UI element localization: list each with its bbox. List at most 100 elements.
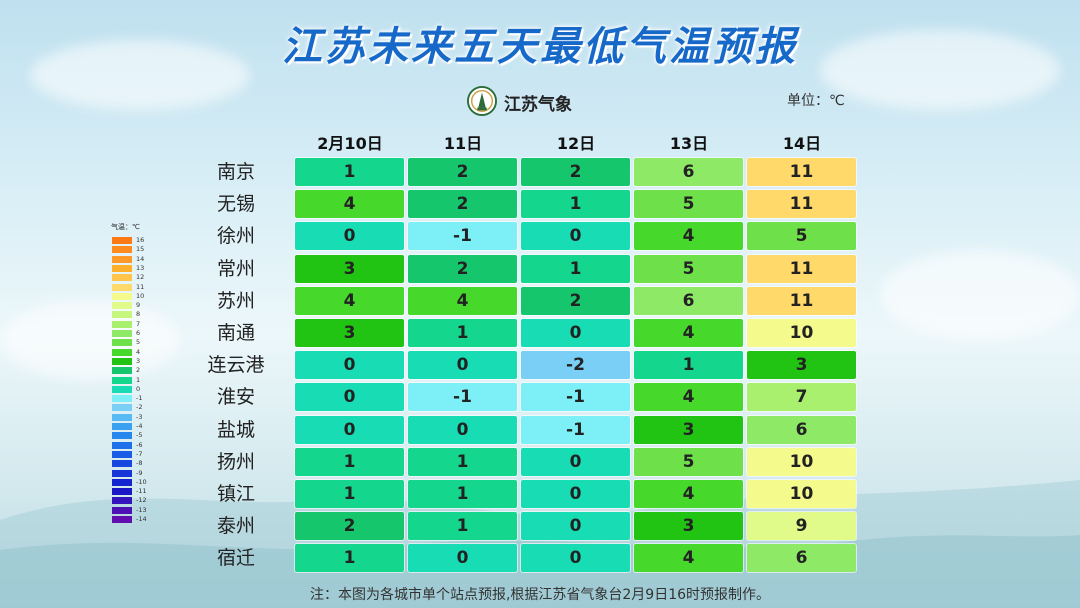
heatmap-cell: 4 [408, 286, 517, 315]
column-header: 14日 [782, 134, 822, 153]
legend-swatch [112, 237, 132, 244]
page-title: 江苏未来五天最低气温预报 [282, 24, 798, 70]
heatmap-cell: 4 [634, 222, 743, 251]
heatmap-cell: 4 [634, 544, 743, 573]
heatmap-cell: 1 [408, 480, 517, 508]
legend-swatch [112, 367, 132, 375]
heatmap-cell: 11 [747, 286, 856, 315]
legend-label: -5 [136, 431, 143, 440]
legend-label: -14 [136, 515, 147, 523]
legend-label: 9 [136, 301, 141, 310]
heatmap-cell: 4 [295, 286, 404, 315]
heatmap-cell: 6 [747, 415, 856, 444]
heatmap-cell: 7 [747, 383, 856, 412]
unit-label: 单位：℃ [787, 93, 845, 109]
heatmap-cell: 10 [747, 319, 856, 347]
legend-swatch [112, 246, 132, 254]
legend-swatch [112, 432, 132, 440]
heatmap-cell: 0 [521, 544, 630, 573]
heatmap-cell: 0 [521, 480, 630, 508]
legend-label: -4 [136, 422, 143, 430]
legend-label: 11 [136, 282, 145, 291]
legend-label: 2 [136, 366, 141, 375]
row-header-city: 苏州 [216, 289, 255, 312]
legend-swatch [112, 460, 132, 468]
heatmap-cell: 4 [634, 319, 743, 347]
legend-swatch [112, 478, 132, 486]
heatmap-cell: 0 [408, 544, 517, 573]
legend-label: -9 [136, 468, 143, 477]
column-header: 12日 [556, 134, 596, 153]
heatmap-cell: 0 [295, 415, 404, 444]
column-header: 2月10日 [317, 134, 383, 153]
heatmap-cell: 2 [295, 512, 404, 541]
heatmap-cell: 1 [295, 447, 404, 476]
heatmap-cell: 6 [634, 286, 743, 315]
legend-label: -7 [136, 449, 143, 458]
legend-swatch [112, 274, 132, 282]
legend-swatch [112, 357, 132, 365]
heatmap-cell: 3 [634, 415, 743, 444]
heatmap-cell: 0 [295, 351, 404, 380]
heatmap-cell: 11 [747, 254, 856, 283]
heatmap-cell: 0 [521, 319, 630, 347]
legend-label: 8 [136, 310, 141, 319]
legend-swatch [112, 292, 132, 300]
heatmap-cell: 10 [747, 447, 856, 476]
row-header-city: 扬州 [216, 450, 255, 473]
heatmap-cell: 0 [408, 415, 517, 444]
legend-label: 0 [136, 384, 141, 393]
legend-label: 16 [136, 236, 145, 244]
legend-label: -1 [136, 394, 143, 403]
heatmap-cell: 0 [408, 351, 517, 380]
legend-label: 14 [136, 254, 145, 263]
heatmap-cell: 0 [295, 383, 404, 412]
heatmap-cell: 10 [747, 480, 856, 508]
legend-label: -11 [136, 487, 147, 496]
legend-swatch [112, 348, 132, 356]
heatmap-cell: 3 [295, 319, 404, 347]
cloud-decoration [0, 300, 180, 380]
legend-label: 7 [136, 319, 141, 328]
legend-label: 6 [136, 329, 141, 337]
legend-swatch [112, 506, 132, 514]
heatmap-cell: -1 [521, 415, 630, 444]
heatmap-cell: 4 [634, 480, 743, 508]
legend-swatch [112, 264, 132, 272]
legend-swatch [112, 497, 132, 505]
heatmap-cell: 1 [295, 158, 404, 186]
heatmap-cell: 11 [747, 158, 856, 186]
row-header-city: 无锡 [216, 193, 255, 216]
logo-text: 江苏气象 [504, 95, 572, 115]
legend-swatch [112, 395, 132, 403]
heatmap-cell: 1 [521, 254, 630, 283]
legend-label: -6 [136, 440, 143, 449]
legend-swatch [112, 330, 132, 337]
legend-swatch [112, 450, 132, 458]
legend-label: -10 [136, 477, 147, 486]
legend-swatch [112, 488, 132, 496]
legend-label: 5 [136, 338, 141, 347]
heatmap-cell: 1 [295, 480, 404, 508]
heatmap-cell: 5 [634, 254, 743, 283]
cloud-decoration [820, 30, 1060, 110]
legend-label: 3 [136, 356, 141, 365]
row-header-city: 南京 [216, 161, 255, 183]
heatmap-cell: 0 [521, 222, 630, 251]
heatmap-cell: 1 [521, 190, 630, 219]
heatmap-cell: -1 [521, 383, 630, 412]
heatmap-cell: 3 [747, 351, 856, 380]
heatmap-cell: 2 [408, 190, 517, 219]
row-header-city: 盐城 [216, 418, 255, 441]
legend-label: 1 [136, 375, 141, 384]
heatmap-cell: 3 [634, 512, 743, 541]
legend-label: -8 [136, 459, 143, 468]
jiangsu-meteorology-logo-icon [467, 86, 497, 116]
row-header-city: 常州 [216, 257, 255, 280]
legend-label: 15 [136, 245, 145, 254]
legend-swatch [112, 339, 132, 347]
heatmap-cell: 2 [408, 158, 517, 186]
legend-label: 13 [136, 263, 145, 272]
legend-title: 气温：℃ [111, 223, 140, 231]
column-header: 11日 [443, 134, 483, 153]
